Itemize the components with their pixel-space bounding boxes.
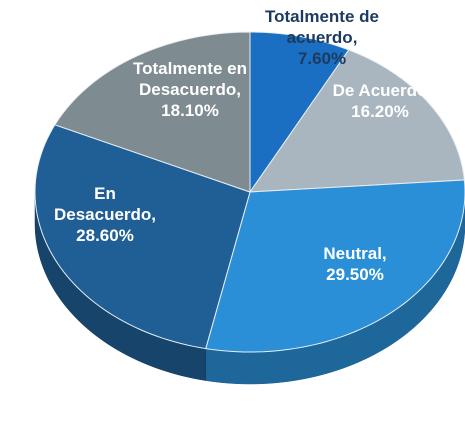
slice-value: 16.20% [351,102,409,121]
slice-value: 28.60% [76,226,134,245]
slice [205,179,465,353]
slice-category: Totalmente de acuerdo, [265,7,379,47]
slice [249,49,465,193]
slice-label: En Desacuerdo, 28.60% [45,183,165,246]
slice [54,31,251,193]
slice [249,31,350,194]
slice-value: 7.60% [297,49,347,68]
slice-label: Totalmente en Desacuerdo, 18.10% [133,58,248,121]
slice-category: Totalmente en Desacuerdo, [133,59,247,99]
slice-category: De Acuerdo [332,81,428,100]
slice-label: De Acuerdo 16.20% [320,80,440,122]
slice-category: Neutral, [323,244,387,263]
slice-category: En Desacuerdo, [53,184,157,224]
slice-label: Neutral, 29.50% [300,243,410,285]
slice-value: 18.10% [161,101,219,120]
slice [34,124,251,350]
slice-label: Totalmente de acuerdo, 7.60% [257,6,387,69]
slice-value: 29.50% [326,265,384,284]
